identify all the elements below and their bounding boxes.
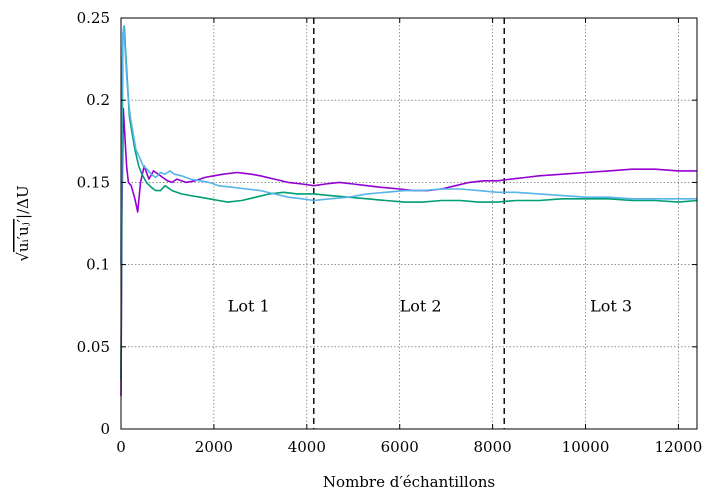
tick-layer: 0 2000 4000 6000 8000 10000 12000 0 0.05 0.1 0.15 0… [77,9,703,456]
y-tick-label: 0.1 [86,256,110,274]
x-tick-label: 12000 [655,438,703,456]
region-labels: Lot 1 Lot 2 Lot 3 [228,297,632,316]
y-tick-label: 0.25 [77,9,110,27]
y-axis-title: √uᵢ′uⱼ′|/ΔU [14,185,32,261]
series-layer [120,25,698,397]
x-axis-title: Nombre d′échantillons [323,473,495,491]
lot-dividers [313,18,505,429]
x-tick-label: 4000 [288,438,326,456]
plot-frame [120,17,698,430]
y-tick-label: 0 [100,420,110,438]
x-tick-label: 10000 [562,438,610,456]
lot-label-2: Lot 2 [400,297,442,316]
lot-label-1: Lot 1 [228,297,270,316]
series-line-1 [120,107,697,397]
y-tick-label: 0.05 [77,338,110,356]
svg-text:√uᵢ′uⱼ′|/ΔU: √uᵢ′uⱼ′|/ΔU [14,185,32,261]
series-line-3 [120,25,697,265]
y-axis-overlined-term: uᵢ′uⱼ′ [14,218,32,252]
x-tick-label: 8000 [474,438,512,456]
grid-layer [121,18,697,429]
y-tick-label: 0.15 [77,173,110,191]
y-tick-label: 0.2 [86,91,110,109]
x-tick-label: 0 [116,438,126,456]
lot-label-3: Lot 3 [590,297,632,316]
y-axis-normalization: |/ΔU [14,185,32,219]
x-tick-label: 2000 [195,438,233,456]
series-line-2 [120,25,698,380]
y-axis-root-sign: √ [14,252,32,262]
x-tick-label: 6000 [381,438,419,456]
